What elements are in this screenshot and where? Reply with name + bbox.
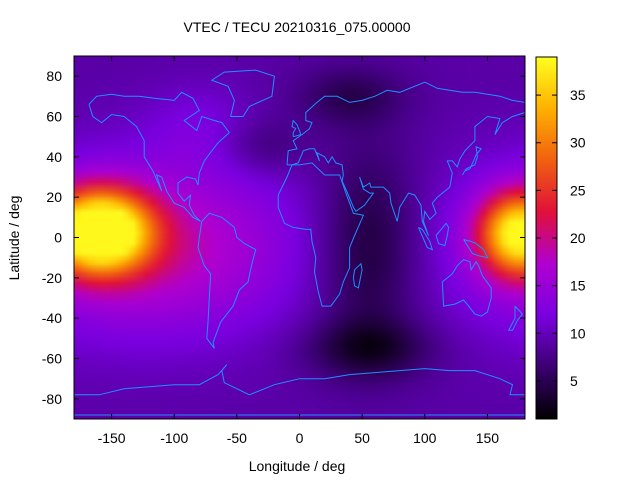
x-axis-label: Longitude / deg [249, 458, 346, 474]
colorbar-tick-label: 30 [570, 135, 586, 151]
colorbar-tick-label: 10 [570, 325, 586, 341]
x-tick-label: 50 [354, 430, 370, 446]
colorbar-ticks: 5 10 15 20 25 30 35 [536, 87, 586, 389]
colorbar-tick-label: 35 [570, 87, 586, 103]
y-tick-label: 60 [46, 109, 62, 125]
y-tick-label: -80 [42, 391, 62, 407]
y-tick-label: 80 [46, 68, 62, 84]
coastline-eurasia [286, 81, 526, 236]
x-tick-label: 150 [476, 430, 500, 446]
coastline-sumatra [418, 226, 434, 251]
plot-area [73, 55, 526, 420]
chart-title: VTEC / TECU 20210316_075.00000 [183, 19, 410, 35]
y-tick-label: 0 [54, 230, 62, 246]
coastline-antarctica [73, 364, 526, 407]
coastline-new-guinea [463, 239, 489, 259]
coastline-madagascar [352, 262, 363, 289]
x-axis-ticks: -150 -100 -50 0 50 100 150 [98, 56, 500, 446]
x-tick-label: -50 [227, 430, 247, 446]
colorbar-tick-label: 25 [570, 182, 586, 198]
y-tick-label: -40 [42, 310, 62, 326]
vtec-heatmap [74, 56, 525, 419]
coastline-new-zealand [507, 305, 524, 331]
x-tick-label: 100 [413, 430, 437, 446]
coastline-north-america [88, 91, 230, 222]
y-tick-label: 20 [46, 189, 62, 205]
coastline-greenland [210, 69, 275, 117]
coastlines [73, 69, 526, 416]
coastline-south-america [197, 212, 257, 349]
y-tick-label: -60 [42, 351, 62, 367]
colorbar-tick-label: 15 [570, 278, 586, 294]
y-axis-label: Latitude / deg [6, 196, 22, 281]
x-tick-label: -150 [98, 430, 126, 446]
y-axis-ticks: -80 -60 -40 -20 0 20 40 60 80 [42, 68, 525, 407]
colorbar-tick-label: 5 [570, 373, 578, 389]
coastline-uk [291, 119, 302, 138]
x-tick-label: 0 [296, 430, 304, 446]
x-tick-label: -100 [160, 430, 188, 446]
coastline-africa [277, 162, 365, 307]
y-tick-label: -20 [42, 270, 62, 286]
colorbar-tick-label: 20 [570, 230, 586, 246]
coastline-japan [461, 146, 483, 176]
y-tick-label: 40 [46, 149, 62, 165]
coastline-borneo [435, 222, 450, 247]
colorbar: 5 10 15 20 25 30 35 [535, 56, 586, 420]
coastline-australia [441, 259, 492, 317]
